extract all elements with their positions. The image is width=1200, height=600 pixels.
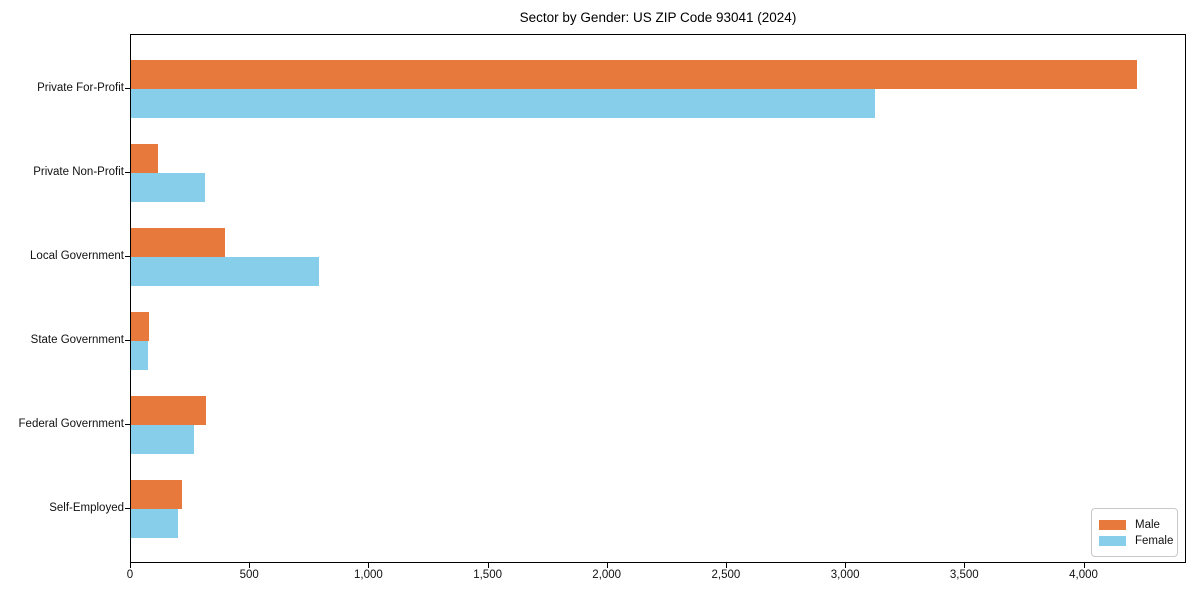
x-tick-label: 500 <box>239 569 259 581</box>
bar-male <box>131 312 149 341</box>
x-tick-label: 4,000 <box>1069 569 1098 581</box>
legend-item-male: Male <box>1092 519 1177 531</box>
y-tick-mark <box>125 172 130 173</box>
y-tick-mark <box>125 340 130 341</box>
y-tick-mark <box>125 256 130 257</box>
x-tick-label: 0 <box>126 569 134 581</box>
legend: Male Female <box>1091 508 1178 557</box>
x-tick-mark <box>130 563 131 568</box>
bar-male <box>131 228 226 257</box>
x-tick-mark <box>964 563 966 568</box>
chart-title: Sector by Gender: US ZIP Code 93041 (202… <box>519 10 797 25</box>
x-tick-label: 3,000 <box>830 569 860 581</box>
y-tick-mark <box>125 88 130 89</box>
x-tick-mark <box>368 563 370 568</box>
x-tick-label: 1,500 <box>473 569 502 581</box>
y-axis-label: Private Non-Profit <box>33 166 124 178</box>
x-tick-mark <box>249 563 251 568</box>
bar-female <box>131 341 148 370</box>
legend-label-male: Male <box>1135 518 1160 531</box>
legend-label-female: Female <box>1135 534 1174 547</box>
male-color-swatch <box>1099 519 1126 530</box>
y-axis-label: Federal Government <box>18 418 124 430</box>
bar-female <box>131 425 195 454</box>
y-axis-label: Local Government <box>30 250 124 262</box>
x-tick-mark <box>725 563 727 568</box>
bar-male <box>131 60 1137 89</box>
bar-female <box>131 509 178 538</box>
x-tick-mark <box>606 563 608 568</box>
y-axis-label: State Government <box>30 334 124 346</box>
y-tick-mark <box>125 508 130 509</box>
bar-male <box>131 480 183 509</box>
x-tick-mark <box>1083 563 1085 568</box>
x-tick-label: 2,500 <box>711 569 741 581</box>
female-color-swatch <box>1099 535 1126 546</box>
bar-male <box>131 396 207 425</box>
plot-area <box>130 34 1186 563</box>
y-axis-label: Self-Employed <box>49 502 124 514</box>
x-tick-label: 3,500 <box>949 569 979 581</box>
bar-male <box>131 144 159 173</box>
y-axis-label: Private For-Profit <box>37 82 124 94</box>
x-tick-mark <box>845 563 847 568</box>
bar-female <box>131 89 875 118</box>
x-tick-mark <box>487 563 489 568</box>
x-tick-label: 2,000 <box>592 569 622 581</box>
y-tick-mark <box>125 424 130 425</box>
bar-female <box>131 173 205 202</box>
bar-female <box>131 257 320 286</box>
legend-item-female: Female <box>1092 535 1177 547</box>
x-tick-label: 1,000 <box>354 569 383 581</box>
